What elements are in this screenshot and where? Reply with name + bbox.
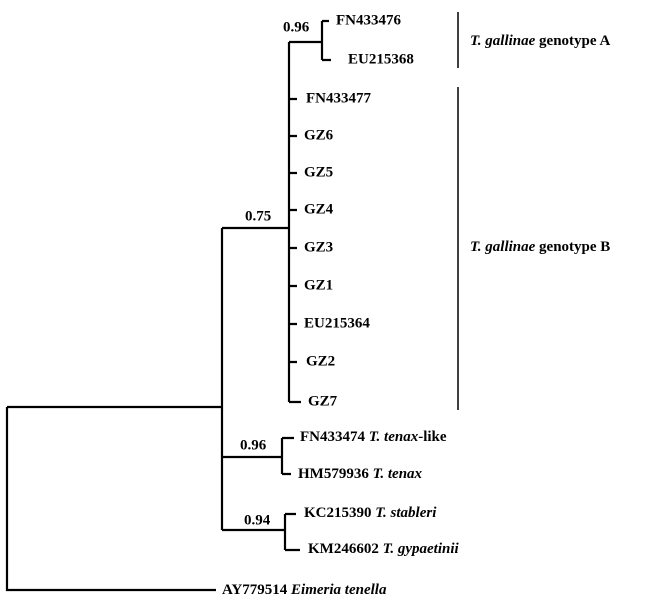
accession: KC215390 (304, 505, 372, 521)
leaf-label: FN433476 (336, 12, 401, 28)
clade-label: T. gallinae genotype A (470, 33, 610, 49)
branch (289, 97, 301, 404)
accession: KM246602 (308, 541, 379, 557)
leaf-label: GZ5 (304, 164, 333, 180)
support-value: 0.96 (283, 19, 310, 35)
leaf-label: GZ1 (304, 277, 333, 293)
leaf-labels: FN433476 EU215368 FN433477 GZ6 GZ5 GZ4 G… (222, 12, 460, 598)
clades: T. gallinae genotype A T. gallinae genot… (457, 12, 610, 410)
branch (5, 407, 216, 592)
leaf-label: HM579936 T. tenax (298, 466, 423, 482)
leaf-label: KM246602 T. gypaetinii (308, 541, 460, 557)
species: T. tenax (373, 466, 423, 482)
species: T. stableri (375, 505, 437, 521)
leaf-label: FN433474 T. tenax-like (300, 429, 447, 445)
leaf-label: EU215364 (304, 315, 370, 331)
leaf-label: GZ6 (304, 127, 334, 143)
leaf-label: AY779514 Eimeria tenella (222, 582, 387, 598)
support-values: 0.96 0.75 0.96 0.94 (240, 19, 310, 528)
branch (222, 512, 300, 552)
species: T. gallinae (470, 33, 536, 49)
leaf-label: GZ2 (306, 353, 335, 369)
species: T. tenax (369, 429, 419, 445)
leaf-label: FN433477 (306, 90, 371, 106)
support-value: 0.94 (244, 512, 271, 528)
support-value: 0.75 (245, 208, 271, 224)
support-value: 0.96 (240, 437, 267, 453)
accession: HM579936 (298, 466, 369, 482)
species: T. gypaetinii (383, 541, 460, 557)
clade-text: genotype B (539, 239, 610, 255)
leaf-label: GZ4 (304, 201, 334, 217)
leaf-label: GZ7 (308, 393, 338, 409)
branch (289, 19, 331, 62)
leaf-label: KC215390 T. stableri (304, 505, 437, 521)
clade-text: genotype A (539, 33, 610, 49)
branches (5, 19, 331, 592)
leaf-label: EU215368 (348, 51, 414, 67)
species: Eimeria tenella (290, 582, 387, 598)
species: T. gallinae (470, 239, 536, 255)
accession: FN433474 (300, 429, 365, 445)
branch (222, 436, 294, 476)
suffix: -like (418, 429, 447, 445)
clade-label: T. gallinae genotype B (470, 239, 610, 255)
branch (222, 42, 291, 402)
leaf-label: GZ3 (304, 239, 333, 255)
accession: AY779514 (222, 582, 288, 598)
